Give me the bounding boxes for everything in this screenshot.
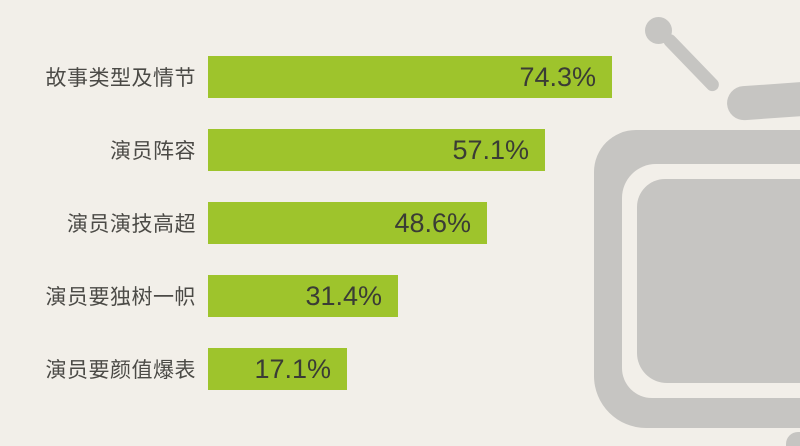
value-label: 74.3% <box>519 61 596 92</box>
bar: 17.1% <box>208 348 347 390</box>
bar: 74.3% <box>208 56 612 98</box>
value-label: 48.6% <box>394 207 471 238</box>
bar-row: 演员演技高超 48.6% <box>0 202 800 244</box>
bar: 48.6% <box>208 202 487 244</box>
value-label: 31.4% <box>305 280 382 311</box>
tv-screen-icon <box>637 179 800 383</box>
value-label: 17.1% <box>254 353 331 384</box>
bar: 31.4% <box>208 275 398 317</box>
category-label: 演员演技高超 <box>67 213 196 236</box>
bar-row: 演员阵容 57.1% <box>0 129 800 171</box>
bar-row: 演员要颜值爆表 17.1% <box>0 348 800 390</box>
category-label: 故事类型及情节 <box>45 67 196 90</box>
category-label: 演员阵容 <box>110 140 196 163</box>
value-label: 57.1% <box>452 134 529 165</box>
tv-base-icon <box>786 432 800 446</box>
bar-row: 演员要独树一帜 31.4% <box>0 275 800 317</box>
bar-row: 故事类型及情节 74.3% <box>0 56 800 98</box>
category-label: 演员要颜值爆表 <box>45 359 196 382</box>
category-label: 演员要独树一帜 <box>45 286 196 309</box>
bar: 57.1% <box>208 129 545 171</box>
